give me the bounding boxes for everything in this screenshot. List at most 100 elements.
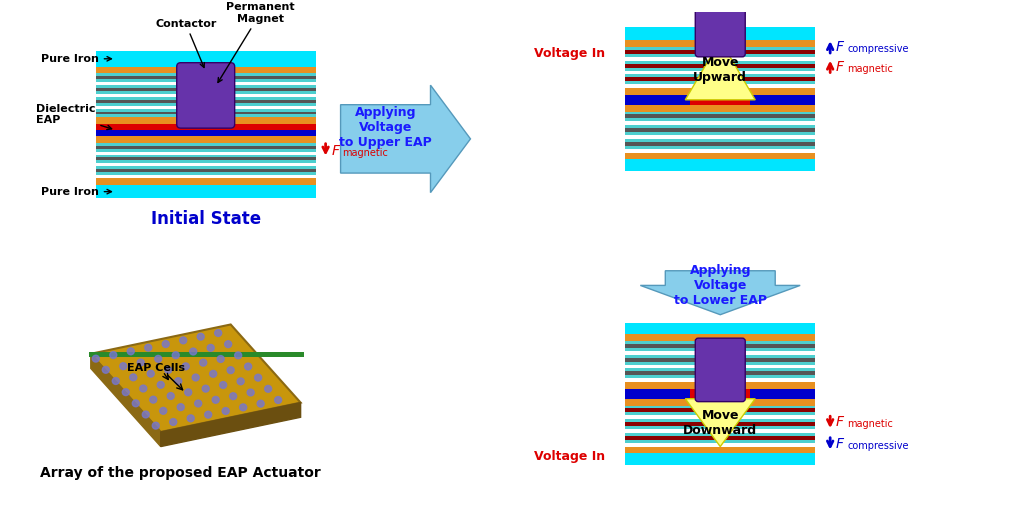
Circle shape: [187, 415, 194, 422]
FancyBboxPatch shape: [95, 106, 316, 109]
FancyBboxPatch shape: [625, 74, 815, 84]
FancyBboxPatch shape: [88, 352, 303, 357]
FancyBboxPatch shape: [695, 0, 745, 57]
FancyBboxPatch shape: [625, 389, 690, 399]
Circle shape: [178, 404, 184, 410]
FancyBboxPatch shape: [625, 371, 815, 376]
FancyBboxPatch shape: [95, 166, 316, 175]
Polygon shape: [685, 399, 755, 447]
FancyBboxPatch shape: [625, 95, 690, 105]
Text: magnetic: magnetic: [848, 419, 893, 429]
Circle shape: [140, 385, 147, 392]
FancyBboxPatch shape: [625, 111, 815, 121]
Circle shape: [152, 422, 159, 429]
FancyBboxPatch shape: [625, 433, 815, 443]
Circle shape: [190, 348, 197, 355]
Circle shape: [159, 407, 166, 414]
Circle shape: [222, 407, 229, 415]
Text: compressive: compressive: [848, 44, 908, 54]
Polygon shape: [685, 40, 755, 100]
FancyBboxPatch shape: [625, 152, 815, 160]
FancyBboxPatch shape: [625, 358, 815, 362]
FancyBboxPatch shape: [625, 64, 815, 68]
Circle shape: [207, 344, 214, 351]
FancyBboxPatch shape: [95, 178, 316, 185]
FancyBboxPatch shape: [625, 114, 815, 119]
Circle shape: [145, 344, 152, 351]
Text: Initial State: Initial State: [150, 210, 261, 228]
FancyBboxPatch shape: [95, 151, 316, 154]
Circle shape: [195, 400, 202, 407]
FancyBboxPatch shape: [625, 334, 815, 341]
Circle shape: [162, 341, 170, 347]
Circle shape: [137, 359, 144, 366]
FancyBboxPatch shape: [625, 389, 815, 399]
Polygon shape: [90, 325, 300, 432]
Circle shape: [212, 397, 219, 403]
Text: Permanent
Magnet: Permanent Magnet: [218, 2, 295, 83]
FancyBboxPatch shape: [625, 125, 815, 135]
FancyBboxPatch shape: [625, 50, 815, 54]
FancyBboxPatch shape: [625, 368, 815, 378]
FancyBboxPatch shape: [95, 97, 316, 106]
FancyBboxPatch shape: [625, 355, 815, 365]
FancyBboxPatch shape: [95, 136, 316, 143]
Circle shape: [202, 385, 209, 392]
FancyBboxPatch shape: [95, 130, 316, 136]
FancyBboxPatch shape: [625, 406, 815, 416]
Circle shape: [180, 337, 187, 344]
Polygon shape: [90, 354, 160, 447]
FancyBboxPatch shape: [625, 453, 815, 465]
Text: Pure Iron: Pure Iron: [41, 187, 112, 196]
Text: Move
Upward: Move Upward: [693, 56, 747, 84]
Text: compressive: compressive: [848, 441, 908, 450]
Circle shape: [197, 333, 204, 340]
Circle shape: [132, 400, 139, 407]
Text: $F$: $F$: [835, 415, 845, 429]
Text: Applying
Voltage
to Upper EAP: Applying Voltage to Upper EAP: [339, 106, 432, 149]
Circle shape: [240, 404, 247, 411]
Circle shape: [200, 359, 207, 366]
Circle shape: [154, 356, 161, 362]
Circle shape: [92, 355, 99, 362]
Polygon shape: [640, 271, 800, 314]
Text: $F$: $F$: [835, 60, 845, 73]
FancyBboxPatch shape: [625, 160, 815, 171]
FancyBboxPatch shape: [95, 124, 316, 136]
FancyBboxPatch shape: [95, 117, 316, 124]
FancyBboxPatch shape: [95, 111, 316, 114]
FancyBboxPatch shape: [625, 422, 815, 426]
FancyBboxPatch shape: [625, 382, 815, 389]
Circle shape: [234, 352, 242, 359]
FancyBboxPatch shape: [625, 88, 815, 95]
Circle shape: [192, 374, 199, 381]
FancyBboxPatch shape: [625, 341, 815, 351]
Circle shape: [142, 411, 149, 418]
Circle shape: [210, 370, 216, 377]
FancyBboxPatch shape: [95, 51, 316, 67]
Text: Contactor: Contactor: [155, 18, 216, 68]
Circle shape: [127, 348, 134, 355]
Circle shape: [157, 381, 164, 388]
FancyBboxPatch shape: [625, 419, 815, 429]
Circle shape: [113, 378, 120, 384]
Circle shape: [173, 352, 180, 359]
Polygon shape: [341, 85, 471, 192]
Circle shape: [185, 389, 192, 396]
Polygon shape: [160, 403, 300, 447]
FancyBboxPatch shape: [750, 95, 815, 105]
FancyBboxPatch shape: [95, 67, 316, 73]
Circle shape: [224, 341, 231, 348]
FancyBboxPatch shape: [625, 436, 815, 440]
FancyBboxPatch shape: [177, 63, 234, 128]
FancyBboxPatch shape: [625, 142, 815, 146]
Circle shape: [183, 363, 189, 370]
Circle shape: [245, 363, 252, 370]
Text: Dielectric
EAP: Dielectric EAP: [36, 104, 112, 130]
FancyBboxPatch shape: [95, 185, 316, 199]
Circle shape: [215, 330, 221, 337]
Circle shape: [227, 367, 234, 373]
Circle shape: [150, 396, 156, 403]
FancyBboxPatch shape: [625, 344, 815, 348]
FancyBboxPatch shape: [95, 146, 316, 149]
